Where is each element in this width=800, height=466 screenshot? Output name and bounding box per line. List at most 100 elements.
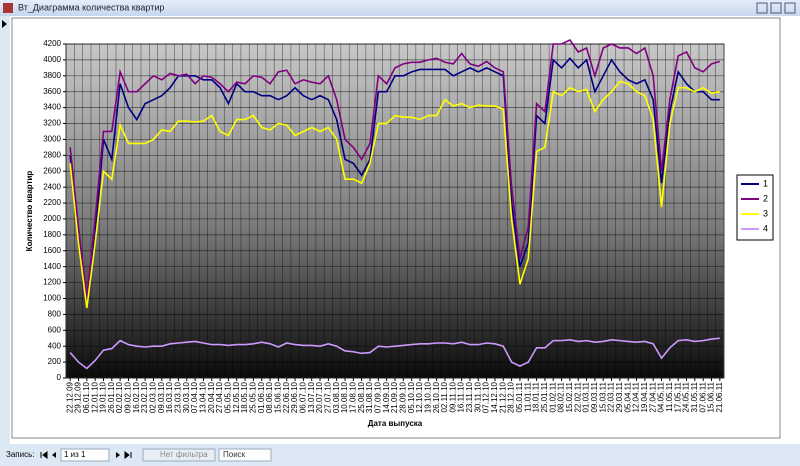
x-tick-label: 02.02.10: [115, 381, 124, 413]
filter-button[interactable]: [142, 448, 216, 462]
x-tick-label: 01.06.10: [257, 381, 266, 413]
x-tick-label: 07.09.10: [373, 381, 382, 413]
y-tick-label: 3000: [43, 135, 61, 144]
x-tick-label: 22.03.11: [607, 381, 616, 412]
x-tick-label: 30.03.10: [182, 381, 191, 413]
y-tick-label: 2600: [43, 166, 61, 175]
x-tick-label: 25.01.11: [540, 381, 549, 412]
close-button[interactable]: [784, 2, 796, 14]
y-tick-label: 4000: [43, 55, 61, 64]
x-tick-label: 19.04.11: [640, 381, 649, 412]
x-tick-label: 11.05.11: [665, 381, 674, 412]
x-tick-label: 21.12.10: [498, 381, 507, 413]
record-position-box[interactable]: [60, 448, 110, 462]
y-tick-label: 200: [48, 357, 62, 366]
y-tick-label: 1000: [43, 294, 61, 303]
x-tick-label: 24.05.11: [682, 381, 691, 412]
x-tick-label: 31.08.10: [365, 381, 374, 413]
x-tick-label: 12.10.10: [415, 381, 424, 413]
x-tick-label: 13.04.10: [199, 381, 208, 413]
x-tick-label: 29.03.11: [615, 381, 624, 412]
next-record-button[interactable]: [116, 452, 120, 458]
x-tick-label: 23.03.10: [174, 381, 183, 413]
x-tick-label: 09.11.10: [448, 381, 457, 412]
x-tick-label: 10.08.10: [340, 381, 349, 413]
x-tick-label: 07.04.10: [190, 381, 199, 413]
x-tick-label: 18.05.10: [240, 381, 249, 413]
app-icon: [3, 3, 13, 13]
x-tick-label: 06.01.10: [82, 381, 91, 413]
y-tick-label: 3800: [43, 71, 61, 80]
y-tick-label: 1200: [43, 278, 61, 287]
first-record-button[interactable]: [40, 451, 48, 459]
last-record-button[interactable]: [124, 451, 132, 459]
x-tick-label: 30.11.10: [473, 381, 482, 412]
x-tick-label: 01.02.11: [548, 381, 557, 412]
record-position: 1 из 1: [64, 450, 86, 459]
x-tick-label: 20.04.10: [207, 381, 216, 413]
x-tick-label: 26.10.10: [432, 381, 441, 413]
previous-record-button[interactable]: [52, 452, 56, 458]
series-line: [69, 337, 720, 370]
x-tick-label: 05.10.10: [407, 381, 416, 413]
record-label: Запись:: [6, 450, 34, 459]
x-tick-label: 05.01.11: [515, 381, 524, 412]
record-selector[interactable]: [0, 16, 10, 444]
x-tick-label: 09.03.11: [590, 381, 599, 412]
x-tick-label: 15.02.11: [565, 381, 574, 412]
x-tick-label: 02.03.10: [149, 381, 158, 413]
record-pointer: [2, 20, 7, 28]
x-tick-label: 12.05.10: [232, 381, 241, 413]
x-tick-label: 12.01.10: [90, 381, 99, 413]
y-axis-label: Количество квартир: [25, 171, 34, 252]
x-tick-label: 28.12.10: [507, 381, 516, 413]
x-tick-label: 22.12.09: [65, 381, 74, 413]
series-line: [69, 39, 721, 299]
x-tick-label: 14.09.10: [382, 381, 391, 413]
y-tick-label: 1600: [43, 246, 61, 255]
x-tick-label: 13.07.10: [307, 381, 316, 413]
x-tick-label: 22.06.10: [282, 381, 291, 413]
x-tick-label: 08.06.10: [265, 381, 274, 413]
x-tick-label: 15.06.10: [274, 381, 283, 413]
y-tick-label: 800: [48, 309, 62, 318]
x-tick-label: 02.11.10: [440, 381, 449, 412]
x-tick-label: 15.03.11: [598, 381, 607, 412]
x-axis-label: Дата выпуска: [368, 419, 423, 428]
x-tick-label: 06.07.10: [298, 381, 307, 413]
x-tick-label: 23.02.10: [140, 381, 149, 413]
x-tick-label: 18.01.11: [532, 381, 541, 412]
window-title: Вт_Диаграмма количества квартир: [18, 2, 164, 12]
minimize-button[interactable]: [756, 2, 768, 14]
legend-label: 3: [763, 208, 768, 218]
x-tick-label: 19.01.10: [99, 381, 108, 413]
x-tick-label: 27.04.11: [648, 381, 657, 412]
y-tick-label: 600: [48, 325, 62, 334]
x-tick-label: 07.06.11: [698, 381, 707, 412]
legend-label: 4: [763, 223, 768, 233]
x-tick-label: 09.02.10: [124, 381, 133, 413]
x-tick-label: 12.04.11: [632, 381, 641, 412]
x-tick-label: 26.01.10: [107, 381, 116, 413]
legend-label: 2: [763, 193, 768, 203]
x-tick-label: 05.04.11: [623, 381, 632, 412]
search-placeholder: Поиск: [223, 450, 246, 459]
x-tick-label: 27.04.10: [215, 381, 224, 413]
x-tick-label: 05.05.10: [224, 381, 233, 413]
x-tick-label: 29.12.09: [74, 381, 83, 413]
x-tick-label: 01.03.11: [582, 381, 591, 412]
y-tick-label: 2800: [43, 150, 61, 159]
x-tick-label: 16.03.10: [165, 381, 174, 413]
search-box[interactable]: [218, 448, 272, 462]
x-tick-label: 25.05.10: [249, 381, 258, 413]
y-tick-label: 2200: [43, 198, 61, 207]
x-tick-label: 15.06.11: [707, 381, 716, 412]
x-tick-label: 17.08.10: [348, 381, 357, 413]
x-tick-label: 19.10.10: [423, 381, 432, 413]
x-tick-label: 03.08.10: [332, 381, 341, 413]
x-tick-label: 27.07.10: [323, 381, 332, 413]
x-tick-label: 23.11.10: [465, 381, 474, 412]
maximize-button[interactable]: [770, 2, 782, 14]
chart: 0 200 400 600 800 1000 1200 1400 1600 1800 2000 220…: [43, 39, 724, 413]
